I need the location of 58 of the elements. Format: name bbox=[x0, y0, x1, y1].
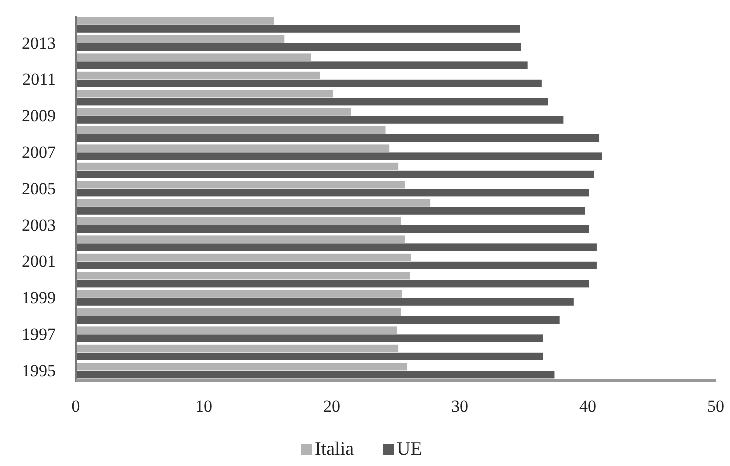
bar bbox=[76, 272, 410, 280]
bar bbox=[76, 262, 597, 270]
y-tick-label: 2009 bbox=[22, 106, 56, 126]
y-tick-label: 1995 bbox=[22, 361, 56, 380]
bar bbox=[76, 17, 274, 25]
bar bbox=[76, 108, 352, 116]
bar bbox=[76, 152, 602, 160]
y-tick-label: 2001 bbox=[22, 252, 56, 272]
bar bbox=[76, 189, 590, 197]
bar bbox=[76, 254, 412, 262]
y-tick-label: 1999 bbox=[22, 288, 56, 308]
bar bbox=[76, 90, 334, 98]
bar bbox=[76, 162, 399, 170]
bar bbox=[76, 226, 590, 234]
y-tick-label: 2005 bbox=[22, 179, 56, 198]
bar bbox=[76, 352, 544, 360]
x-tick-label: 20 bbox=[324, 397, 340, 416]
bar bbox=[76, 326, 398, 334]
bar bbox=[76, 181, 405, 189]
bar bbox=[76, 308, 402, 316]
legend-label: Italia bbox=[315, 439, 355, 460]
y-tick-label: 1997 bbox=[22, 325, 56, 344]
bar bbox=[76, 344, 399, 352]
bar bbox=[76, 218, 402, 226]
bar bbox=[76, 44, 522, 52]
y-tick-label: 2013 bbox=[22, 34, 56, 53]
bar bbox=[76, 62, 528, 70]
bar bbox=[76, 334, 544, 342]
y-tick-label: 2011 bbox=[22, 70, 56, 90]
bar bbox=[76, 363, 408, 371]
x-tick-label: 50 bbox=[708, 397, 724, 416]
y-tick-label: 2007 bbox=[22, 143, 56, 162]
y-tick-label: 2003 bbox=[22, 216, 56, 235]
bar bbox=[76, 170, 594, 178]
x-tick-label: 0 bbox=[72, 397, 80, 416]
bar bbox=[76, 116, 564, 124]
bar bbox=[76, 54, 312, 62]
bar bbox=[76, 290, 402, 298]
bar bbox=[76, 244, 597, 252]
x-tick-label: 10 bbox=[196, 397, 212, 416]
bar bbox=[76, 207, 586, 215]
bar bbox=[76, 134, 600, 142]
bar bbox=[76, 25, 520, 33]
bar bbox=[76, 199, 431, 207]
bar bbox=[76, 371, 555, 379]
bar bbox=[76, 80, 542, 88]
bar bbox=[76, 280, 590, 288]
bar bbox=[76, 144, 390, 152]
legend-label: UE bbox=[397, 439, 422, 460]
bar bbox=[76, 236, 405, 244]
x-tick-label: 30 bbox=[452, 397, 468, 416]
bar bbox=[76, 316, 560, 324]
bar bbox=[76, 72, 320, 80]
bar bbox=[76, 298, 574, 306]
bar bbox=[76, 126, 386, 134]
x-tick-label: 40 bbox=[580, 397, 596, 416]
bar bbox=[76, 98, 548, 106]
bar bbox=[76, 36, 285, 44]
